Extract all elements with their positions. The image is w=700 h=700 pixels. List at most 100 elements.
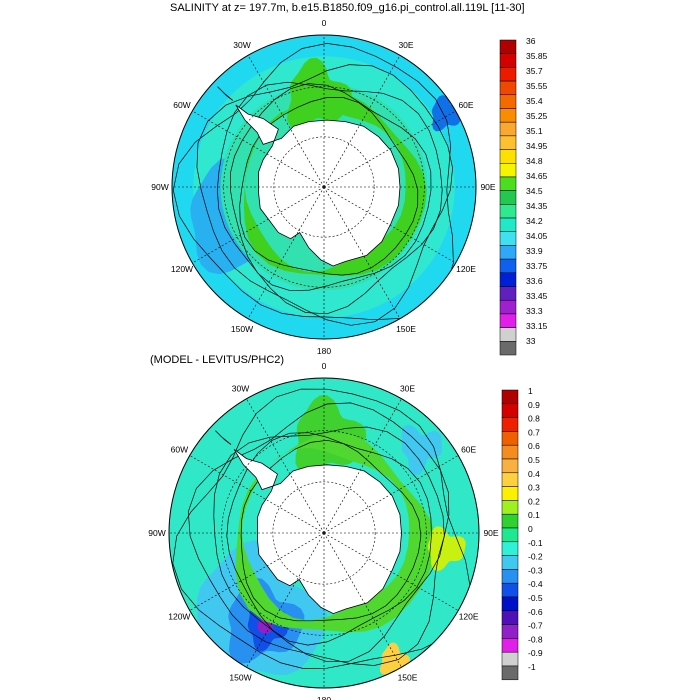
colorbar-label: 34.35 (526, 201, 548, 211)
colorbar-label: 0.1 (528, 510, 540, 520)
antarctica-landmass (235, 104, 401, 267)
top-contours (172, 43, 454, 326)
meridian-line (323, 186, 401, 319)
contour-line (216, 81, 443, 315)
top-graticule (172, 35, 476, 339)
colorbar-label: 34.95 (526, 141, 548, 151)
longitude-label: 120W (168, 612, 190, 622)
longitude-label: 60E (458, 100, 473, 110)
contour-line (240, 439, 422, 622)
bias-positive-band (235, 432, 436, 633)
colorbar-label: 33.3 (526, 306, 543, 316)
longitude-label: 150W (231, 324, 253, 334)
colorbar-swatch (499, 121, 517, 137)
colorbar-label: 1 (528, 386, 533, 396)
top-panel-title: SALINITY at z= 197.7m, b.e15.B1850.f09_g… (170, 2, 525, 14)
colorbar-swatch (499, 272, 517, 287)
contour-line (226, 432, 432, 646)
colorbar-label: 35.25 (526, 111, 548, 121)
latitude-circle (221, 430, 427, 636)
bottom-map-border (168, 377, 480, 689)
meridian-line (323, 55, 401, 188)
longitude-label: 60W (171, 445, 188, 455)
colorbar-label: 0.2 (528, 496, 540, 506)
colorbar-label: 35.4 (526, 96, 543, 106)
colorbar-label: -0.5 (528, 593, 543, 603)
longitude-label: 120E (459, 612, 479, 622)
colorbar-swatch (499, 245, 517, 260)
south-america-landmass (172, 49, 203, 105)
colorbar-swatch (499, 313, 517, 328)
colorbar-label: 0.5 (528, 455, 540, 465)
colorbar-label: -0.8 (528, 634, 543, 644)
contour-line (230, 83, 432, 292)
longitude-label: 30W (232, 383, 249, 393)
colorbar-swatch (501, 651, 519, 667)
colorbar-label: -1 (528, 662, 536, 672)
colorbar-swatch (501, 513, 519, 529)
colorbar-swatch (499, 163, 517, 178)
colorbar-swatch (501, 472, 519, 487)
colorbar-swatch (499, 94, 517, 109)
colorbar-swatch (501, 444, 519, 460)
bottom-panel: 0 30E 60E 90E 120E 150E 180 150W 120W 90W 60W 30W 1 0… (148, 361, 543, 700)
colorbar-swatch (501, 596, 519, 612)
colorbar-label: 35.7 (526, 66, 543, 76)
longitude-label: 0 (322, 361, 327, 371)
colorbar-swatch (499, 327, 517, 342)
bottom-graticule (169, 378, 479, 688)
colorbar-label: 0.6 (528, 441, 540, 451)
meridian-line (323, 532, 459, 611)
longitude-label: 150W (229, 673, 251, 683)
bottom-panel-title: (MODEL - LEVITUS/PHC2) (150, 354, 285, 366)
longitude-label: 60E (461, 445, 476, 455)
colorbar-label: 0.8 (528, 414, 540, 424)
colorbar-label: 33.9 (526, 246, 543, 256)
top-map-border (171, 34, 477, 340)
colorbar-label: 34.8 (526, 156, 543, 166)
colorbar-swatch (501, 431, 519, 446)
antarctic-peninsula (215, 430, 232, 445)
colorbar-swatch (501, 500, 519, 515)
longitude-label: 120W (171, 264, 193, 274)
meridian-line (246, 398, 325, 534)
colorbar-label: 33.6 (526, 276, 543, 286)
latitude-circle (273, 136, 375, 238)
colorbar-swatch (501, 458, 519, 474)
colorbar-swatch (499, 80, 517, 96)
longitude-label: 180 (317, 346, 331, 356)
colorbar-label: 0.9 (528, 400, 540, 410)
colorbar-label: -0.4 (528, 579, 543, 589)
top-panel: 0 30E 60E 90E 120E 150E 180 150W 120W 90W 60W 30W 36… (151, 18, 547, 356)
contour-line (172, 388, 471, 669)
top-colorbar: 36 35.85 35.7 35.55 35.4 35.25 35.1 34.95 34.8 34… (499, 36, 548, 356)
colorbar-swatch (499, 135, 517, 150)
latitude-circle (272, 481, 376, 585)
longitude-label: 30E (398, 40, 413, 50)
meridian-line (323, 398, 402, 534)
meridian-line (247, 186, 325, 319)
contour-line (239, 97, 419, 276)
longitude-label: 150E (398, 673, 418, 683)
colorbar-label: 34.65 (526, 171, 548, 181)
meridian-line (323, 186, 456, 264)
colorbar-swatch (501, 582, 519, 598)
colorbar-swatch (499, 149, 517, 164)
bottom-map-field (169, 378, 479, 688)
colorbar-label: 34.5 (526, 186, 543, 196)
colorbar-label: 0 (528, 524, 533, 534)
colorbar-swatch (501, 624, 519, 639)
colorbar-label: -0.2 (528, 552, 543, 562)
longitude-label: 30E (400, 383, 415, 393)
meridian-line (247, 55, 325, 188)
longitude-label: 90E (483, 528, 498, 538)
bottom-contours (172, 388, 471, 669)
colorbar-swatch (499, 217, 517, 232)
colorbar-swatch (499, 204, 517, 219)
colorbar-label: 0.3 (528, 483, 540, 493)
colorbar-swatch (501, 638, 519, 653)
weddell-salty-patch (287, 57, 352, 129)
longitude-label: 90W (148, 528, 165, 538)
colorbar-label: -0.1 (528, 538, 543, 548)
colorbar-swatch (499, 39, 517, 54)
